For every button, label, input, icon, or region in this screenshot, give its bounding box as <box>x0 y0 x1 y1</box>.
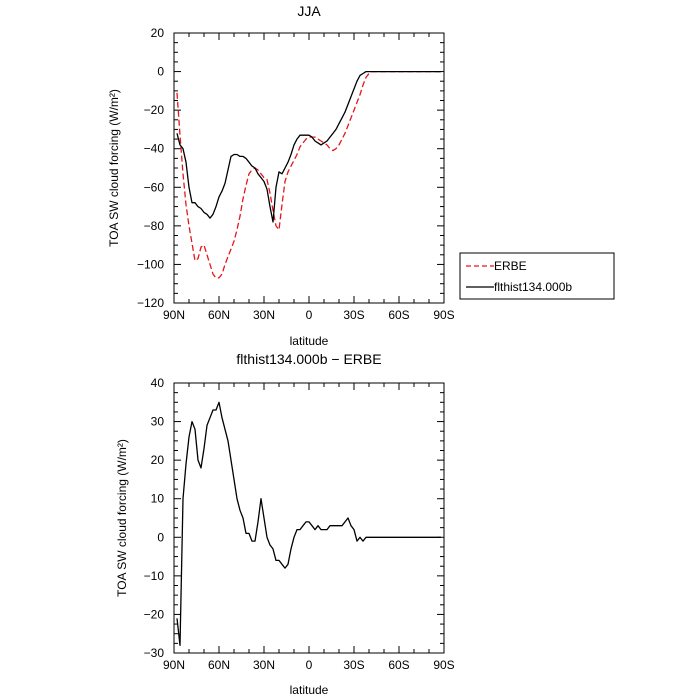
top-xtick-label: 60S <box>388 308 409 322</box>
bottom-ytick-label: 40 <box>151 376 165 390</box>
top-ytick-label: −60 <box>144 180 165 194</box>
top-ytick-label: −120 <box>137 296 164 310</box>
bottom-ticks: 90N 60N 30N 0 30S 60S 90S 40 30 20 10 0 −10 −20 −30 <box>144 376 455 672</box>
bottom-ytick-label: 0 <box>157 530 164 544</box>
bottom-lines <box>176 401 441 646</box>
bottom-title: flthist134.000b − ERBE <box>236 351 381 367</box>
bottom-xtick-label: 60S <box>388 658 409 672</box>
bottom-ytick-label: 30 <box>151 415 165 429</box>
bottom-panel: flthist134.000b − ERBE 90N 60N 30N 0 30S 60S 9… <box>115 351 455 697</box>
top-xtick-label: 90N <box>163 308 185 322</box>
top-ytick-label: 0 <box>157 65 164 79</box>
top-xtick-label: 30N <box>253 308 275 322</box>
bottom-ytick-label: −10 <box>144 569 165 583</box>
bottom-series-difference-line <box>176 401 441 646</box>
bottom-xtick-label: 60N <box>208 658 230 672</box>
bottom-xtick-label: 30N <box>253 658 275 672</box>
top-plot-frame <box>173 32 445 304</box>
bottom-xtick-label: 90S <box>433 658 454 672</box>
bottom-ytick-label: −30 <box>144 646 165 660</box>
bottom-xtick-label: 30S <box>343 658 364 672</box>
top-series-erbe-line <box>176 70 441 279</box>
top-ytick-label: 20 <box>151 26 165 40</box>
legend-erbe-label: ERBE <box>494 259 527 273</box>
bottom-ytick-label: 20 <box>151 453 165 467</box>
legend-box <box>459 252 615 300</box>
bottom-xtick-label: 0 <box>306 658 313 672</box>
bottom-ytick-label: 10 <box>151 492 165 506</box>
top-ylabel: TOA SW cloud forcing (W/m²) <box>107 89 121 247</box>
top-xtick-label: 30S <box>343 308 364 322</box>
top-xlabel: latitude <box>290 334 329 348</box>
top-ytick-label: −20 <box>144 103 165 117</box>
top-lines <box>176 70 441 279</box>
top-ticks: 90N 60N 30N 0 30S 60S 90S 20 0 −20 −40 −60 −80 −100 −1… <box>137 26 455 322</box>
top-ytick-label: −40 <box>144 142 165 156</box>
bottom-ytick-label: −20 <box>144 607 165 621</box>
top-xtick-label: 0 <box>306 308 313 322</box>
bottom-ylabel: TOA SW cloud forcing (W/m²) <box>115 439 129 597</box>
top-xtick-label: 60N <box>208 308 230 322</box>
top-ytick-label: −100 <box>137 257 164 271</box>
top-series-flthist134-000b-line <box>176 70 441 223</box>
bottom-plot-frame <box>173 382 445 654</box>
legend: ERBE flthist134.000b <box>459 252 615 300</box>
top-title: JJA <box>297 3 321 19</box>
top-panel: JJA 90N 60N 30N 0 30S 60S 90S 20 0 −20 −40 −60 −80 −1… <box>107 3 455 348</box>
top-ytick-label: −80 <box>144 219 165 233</box>
bottom-xlabel: latitude <box>290 683 329 697</box>
bottom-xtick-label: 90N <box>163 658 185 672</box>
legend-model-label: flthist134.000b <box>494 280 572 294</box>
top-xtick-label: 90S <box>433 308 454 322</box>
